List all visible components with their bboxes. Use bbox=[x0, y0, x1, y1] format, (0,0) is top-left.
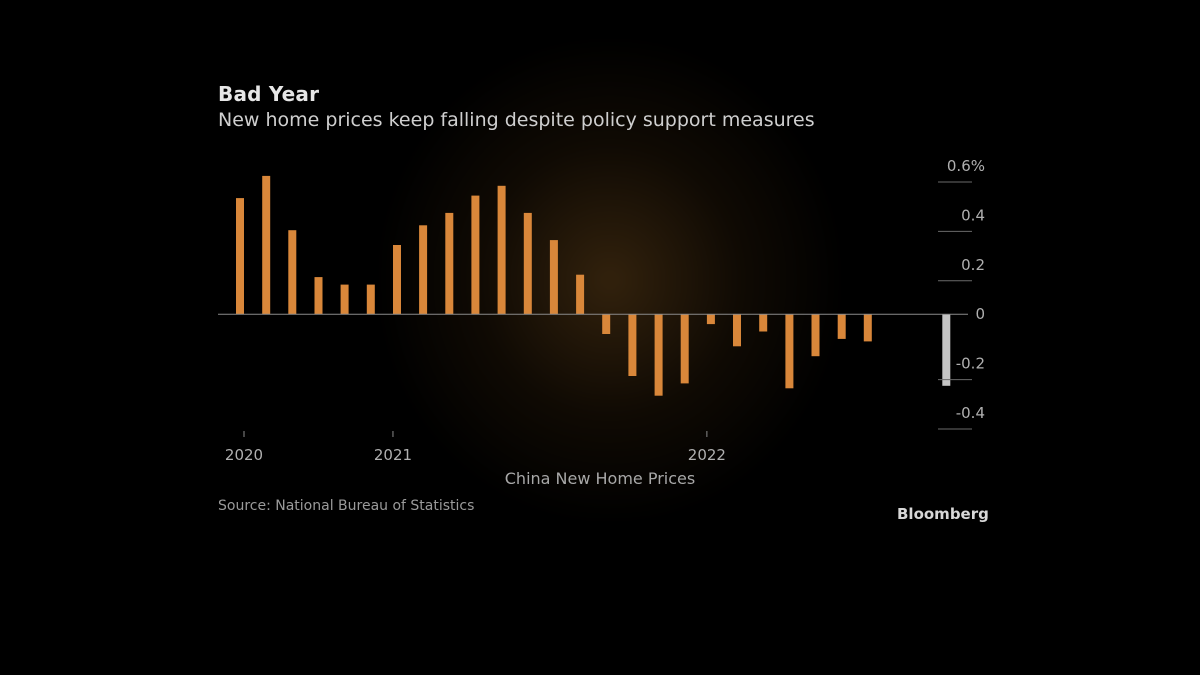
bar bbox=[628, 314, 637, 376]
bar bbox=[340, 284, 349, 315]
y-tick-label: 0 bbox=[975, 305, 985, 323]
bar bbox=[523, 212, 532, 315]
background-glow bbox=[380, 40, 840, 520]
bar bbox=[549, 240, 558, 315]
y-tick-label: -0.2 bbox=[956, 355, 985, 373]
x-tick-label: 2021 bbox=[374, 446, 412, 464]
chart-title: Bad Year bbox=[218, 82, 320, 106]
bar bbox=[863, 314, 872, 342]
bar bbox=[680, 314, 689, 384]
chart-subtitle: New home prices keep falling despite pol… bbox=[218, 109, 815, 131]
y-tick-label: 0.6% bbox=[947, 157, 985, 175]
bar bbox=[314, 277, 323, 315]
y-axis: 0.6% 0.4 0.2 0 -0.2 -0.4 bbox=[938, 157, 985, 430]
x-tick-label: 2020 bbox=[225, 446, 263, 464]
bar bbox=[733, 314, 741, 347]
bar bbox=[419, 225, 428, 315]
x-axis-label: China New Home Prices bbox=[505, 469, 695, 488]
bar bbox=[262, 175, 271, 315]
bar bbox=[576, 274, 585, 315]
bar bbox=[654, 314, 663, 396]
bar bbox=[706, 314, 715, 325]
bar bbox=[471, 195, 480, 315]
y-tick-label: -0.4 bbox=[956, 404, 985, 422]
bar bbox=[942, 314, 951, 386]
bar bbox=[602, 314, 611, 334]
bar bbox=[811, 314, 820, 357]
bar bbox=[236, 198, 244, 315]
bar bbox=[785, 314, 794, 389]
y-tick-label: 0.4 bbox=[961, 206, 985, 224]
y-tick-label: 0.2 bbox=[961, 256, 985, 274]
x-axis: 2020 2021 2022 bbox=[225, 431, 726, 464]
bars-group bbox=[236, 175, 951, 396]
source-note: Source: National Bureau of Statistics bbox=[218, 498, 475, 514]
bar bbox=[837, 314, 846, 339]
x-tick-label: 2022 bbox=[688, 446, 726, 464]
bar bbox=[497, 185, 506, 315]
bloomberg-logo: Bloomberg bbox=[897, 505, 989, 523]
bar bbox=[366, 284, 375, 315]
bar bbox=[393, 245, 401, 315]
bar bbox=[759, 314, 768, 332]
bar bbox=[288, 230, 297, 315]
bar bbox=[445, 212, 454, 315]
